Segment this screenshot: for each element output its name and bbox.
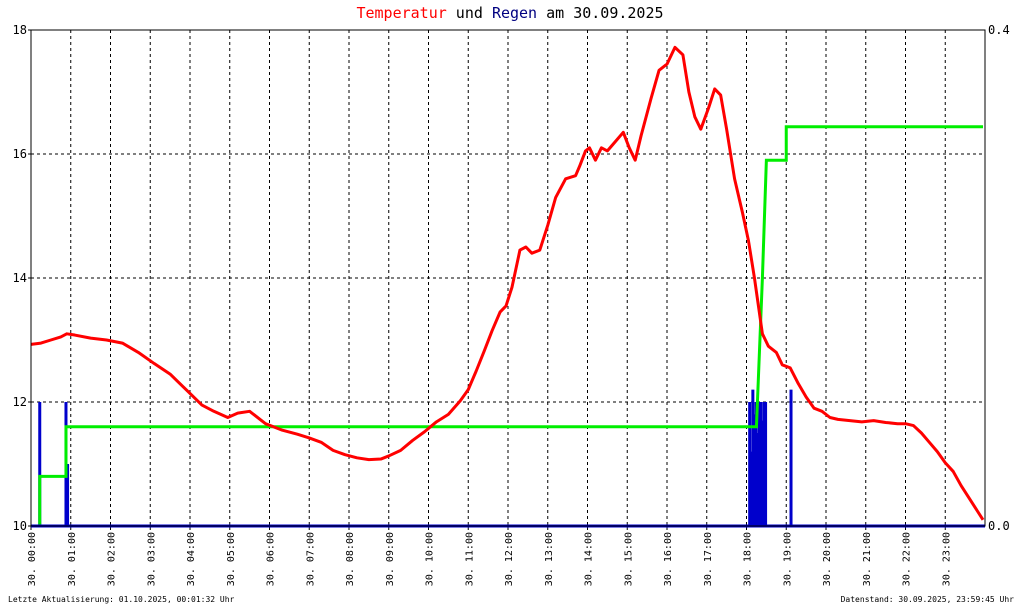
x-tick-label: 30. 04:00 (186, 532, 197, 586)
rain-bars-group (38, 389, 793, 526)
title-regen: Regen (492, 4, 537, 22)
x-tick-label: 30. 20:00 (822, 532, 833, 586)
x-tick-label: 30. 21:00 (862, 532, 873, 586)
x-tick-label: 30. 02:00 (107, 532, 118, 586)
footer-last-update: Letzte Aktualisierung: 01.10.2025, 00:01… (8, 595, 235, 604)
y-left-tick-label: 16 (13, 147, 27, 161)
x-tick-label: 30. 09:00 (385, 532, 396, 586)
x-tick-label: 30. 15:00 (623, 532, 634, 586)
x-tick-label: 30. 12:00 (504, 532, 515, 586)
series-group (30, 45, 985, 526)
y-left-tick-label: 10 (13, 519, 27, 533)
x-tick-label: 30. 06:00 (266, 532, 277, 586)
chart-title: Temperatur und Regen am 30.09.2025 (356, 4, 663, 22)
x-tick-label: 30. 08:00 (345, 532, 356, 586)
x-tick-label: 30. 07:00 (305, 532, 316, 586)
y-left-tick-label: 18 (13, 23, 27, 37)
y-right-tick-label: 0.0 (988, 519, 1010, 533)
title-date: am 30.09.2025 (537, 4, 663, 22)
x-tick-label: 30. 23:00 (941, 532, 952, 586)
title-temperature: Temperatur (356, 4, 446, 22)
x-tick-label: 30. 05:00 (226, 532, 237, 586)
x-tick-label: 30. 03:00 (146, 532, 157, 586)
x-tick-label: 30. 01:00 (67, 532, 78, 586)
x-tick-label: 30. 11:00 (464, 532, 475, 586)
y-left-tick-label: 14 (13, 271, 27, 285)
temperature-line (30, 45, 985, 521)
plot-frame (30, 29, 986, 527)
y-left-tick-label: 12 (13, 395, 27, 409)
rain-cumulative-line (38, 125, 984, 526)
title-und: und (447, 4, 492, 22)
x-tick-label: 30. 10:00 (425, 532, 436, 586)
x-tick-label: 30. 22:00 (902, 532, 913, 586)
y-right-tick-label: 0.4 (988, 23, 1010, 37)
axes-group: 30. 00:00 30. 01:00 30. 02:00 30. 03:00 30. … (13, 23, 1010, 586)
grid-lines (31, 30, 985, 526)
x-tick-label: 30. 17:00 (703, 532, 714, 586)
x-tick-label: 30. 19:00 (782, 532, 793, 586)
x-tick-label: 30. 00:00 (27, 532, 38, 586)
x-tick-label: 30. 16:00 (663, 532, 674, 586)
x-tick-label: 30. 13:00 (544, 532, 555, 586)
x-tick-label: 30. 14:00 (584, 532, 595, 586)
x-tick-label: 30. 18:00 (743, 532, 754, 586)
footer-data-state: Datenstand: 30.09.2025, 23:59:45 Uhr (841, 595, 1015, 604)
